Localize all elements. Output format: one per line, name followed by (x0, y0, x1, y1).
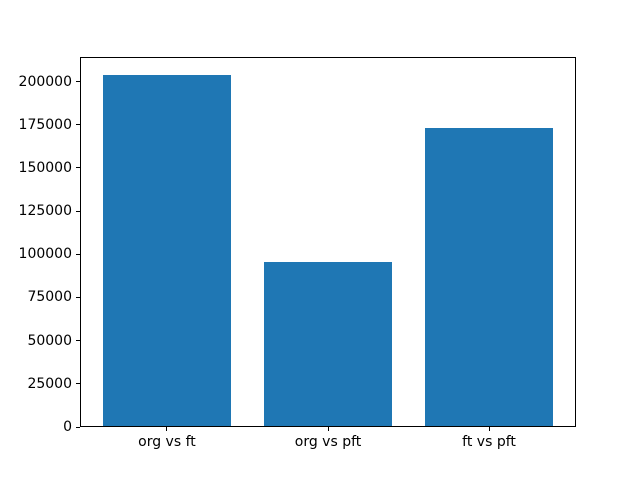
x-tick-label: org vs pft (294, 434, 362, 450)
bar (102, 74, 232, 427)
y-tick-mark (76, 383, 80, 385)
y-tick-label: 175000 (18, 116, 72, 133)
y-tick-mark (76, 426, 80, 428)
x-tick-label: org vs ft (138, 434, 196, 450)
x-tick-mark (327, 427, 329, 431)
y-tick-label: 100000 (18, 246, 72, 263)
y-tick-label: 0 (63, 419, 72, 435)
y-tick-mark (76, 296, 80, 298)
y-tick-label: 50000 (27, 332, 72, 349)
x-tick-mark (166, 427, 168, 431)
y-tick-label: 75000 (27, 289, 72, 306)
y-tick-mark (76, 81, 80, 83)
y-tick-mark (76, 167, 80, 169)
x-tick-label: ft vs pft (462, 434, 516, 450)
y-tick-label: 125000 (18, 203, 72, 220)
bar (424, 128, 554, 427)
y-tick-mark (76, 210, 80, 212)
y-tick-mark (76, 124, 80, 126)
x-tick-mark (488, 427, 490, 431)
y-tick-label: 25000 (27, 375, 72, 392)
y-tick-label: 150000 (18, 159, 72, 176)
bar (263, 262, 393, 427)
y-tick-mark (76, 253, 80, 255)
y-tick-mark (76, 340, 80, 342)
y-tick-label: 200000 (18, 73, 72, 90)
